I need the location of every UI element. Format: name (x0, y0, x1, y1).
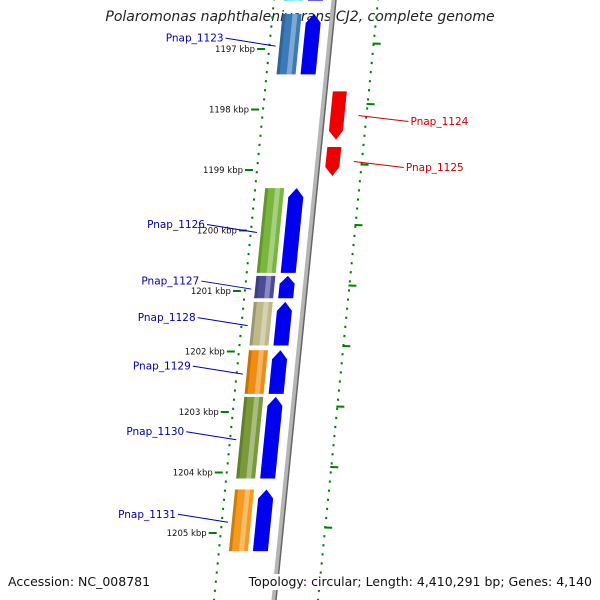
ruler-label: 1200 kbp (197, 227, 237, 237)
label-leader (358, 115, 409, 123)
gene-label: Pnap_1127 (141, 276, 199, 288)
cds-highlight (246, 396, 260, 479)
cds-highlight (238, 489, 251, 552)
label-leader (206, 224, 258, 233)
ruler-label: 1198 kbp (209, 106, 249, 116)
cds-shade (256, 188, 269, 273)
gene-arrow (273, 301, 292, 346)
cds-block (256, 188, 285, 273)
ruler-label: 1205 kbp (167, 529, 207, 539)
gene-label: Pnap_1128 (138, 312, 196, 324)
cds-shade (249, 301, 257, 346)
cds-highlight (254, 350, 264, 394)
gene-arrow (280, 188, 304, 273)
gene-label: Pnap_1123 (166, 33, 224, 45)
label-leader (177, 513, 229, 523)
label-leader (192, 365, 243, 375)
ruler-label: 1204 kbp (173, 469, 213, 479)
cds-block (283, 0, 303, 1)
cds-highlight (266, 188, 281, 273)
label-leader (197, 317, 248, 327)
label-leader (353, 161, 404, 169)
cds-block (228, 489, 255, 552)
ruler-label: 1201 kbp (191, 287, 231, 297)
ruler-label: 1203 kbp (179, 408, 219, 418)
ruler-label: 1202 kbp (185, 348, 225, 358)
label-leader (225, 37, 276, 47)
ruler-label: 1199 kbp (203, 166, 243, 176)
cds-shade (228, 489, 239, 552)
label-leader (201, 280, 252, 290)
gene-arrow (278, 275, 295, 299)
backbone-ring (271, 0, 337, 600)
cds-block (244, 350, 268, 394)
topology-text: Topology: circular; Length: 4,410,291 bp… (248, 574, 592, 590)
cds-block (236, 396, 264, 479)
cds-highlight (264, 275, 272, 299)
gene-arrow (300, 13, 321, 75)
cds-highlight (259, 301, 269, 346)
cds-shade (244, 350, 252, 394)
gene-features (228, 0, 347, 552)
cds-shade (236, 396, 248, 479)
cds-shade (283, 0, 287, 1)
gene-arrow (307, 0, 323, 1)
cds-shade (254, 275, 260, 299)
cds-block (276, 13, 302, 75)
gene-label: Pnap_1124 (410, 116, 468, 128)
label-leader (186, 431, 237, 441)
cds-highlight (286, 13, 298, 75)
backbone-edge (275, 0, 337, 600)
gene-arrow (252, 489, 274, 552)
gene-labels: Pnap_1123 Pnap_1126 Pnap_1127 Pnap_1128 Pnap… (118, 33, 469, 523)
cds-shade (276, 13, 286, 75)
reverse-gene-arrow (325, 147, 342, 177)
gene-label: Pnap_1126 (147, 219, 205, 231)
cds-block (254, 275, 276, 299)
gene-label: Pnap_1129 (133, 361, 191, 373)
gene-label: Pnap_1125 (406, 162, 464, 174)
gene-arrow (260, 396, 283, 479)
reverse-gene-arrow (328, 91, 347, 140)
cds-block (249, 301, 273, 346)
gene-label: Pnap_1131 (118, 509, 176, 521)
accession-text: Accession: NC_008781 (8, 574, 151, 590)
gene-label: Pnap_1130 (126, 426, 184, 438)
ruler-label: 1197 kbp (215, 45, 255, 55)
gene-arrow (268, 350, 288, 394)
cds-highlight (293, 0, 299, 1)
